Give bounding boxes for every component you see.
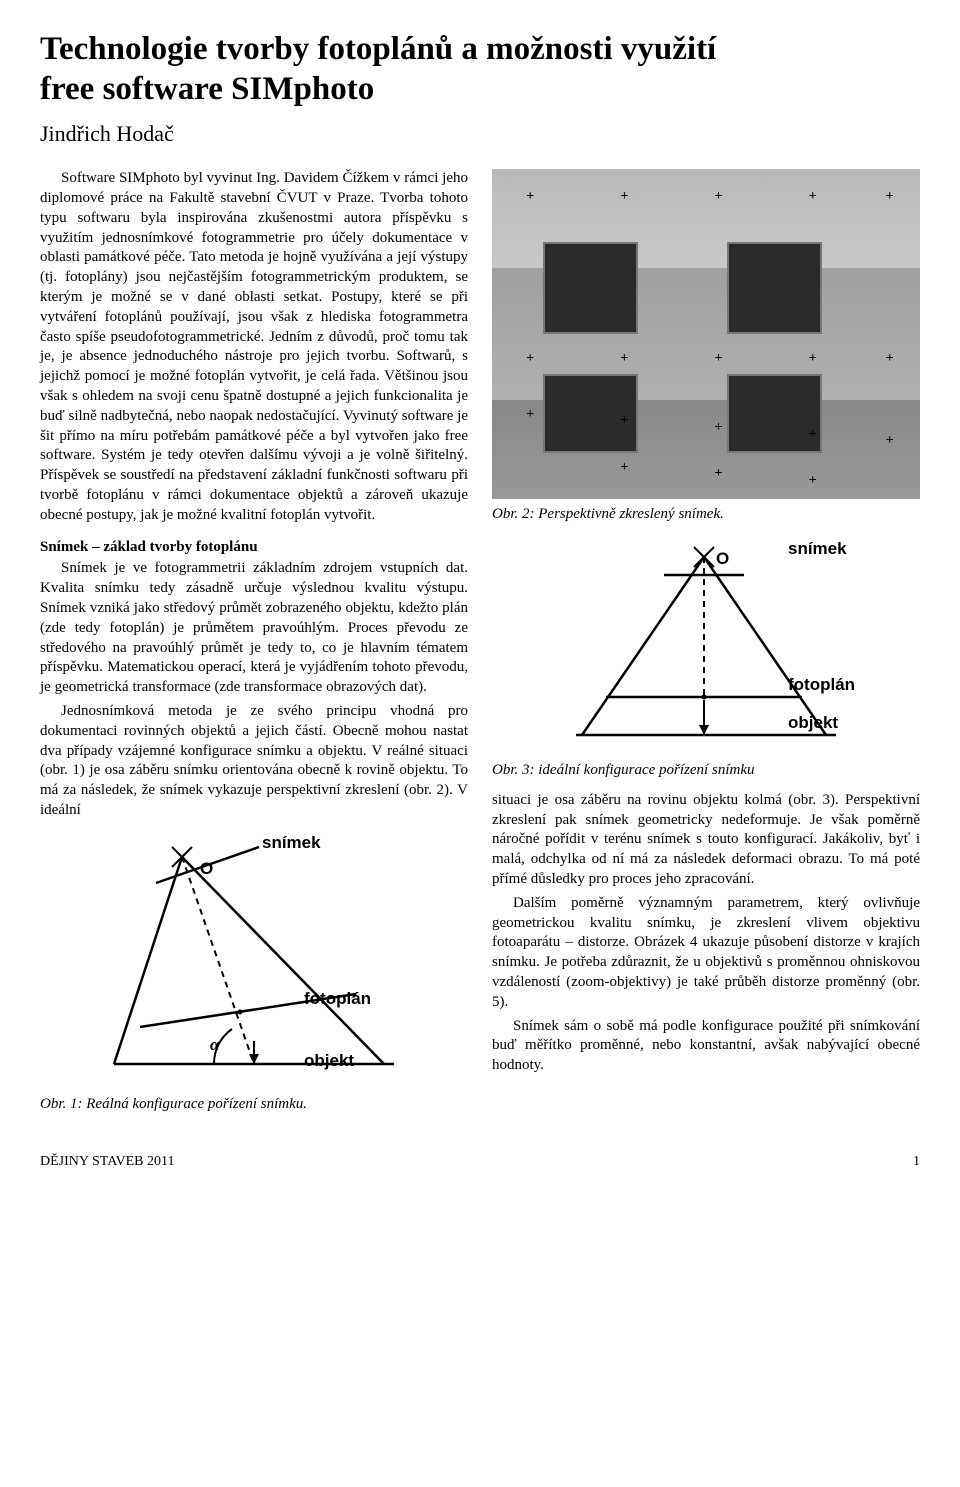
title-line1: Technologie tvorby fotoplánů a možnosti … — [40, 31, 716, 67]
paragraph: Snímek je ve fotogrammetrii základním zd… — [40, 559, 468, 698]
footer-page-number: 1 — [913, 1154, 920, 1170]
paragraph: situaci je osa záběru na rovinu objektu … — [492, 791, 920, 890]
paragraph: Dalším poměrně významným parametrem, kte… — [492, 894, 920, 1013]
label-fotoplan: fotoplán — [788, 675, 855, 695]
figure-1-caption: Obr. 1: Reálná konfigurace pořízení sním… — [40, 1095, 468, 1115]
label-O: O — [716, 549, 729, 569]
footer-left: DĚJINY STAVEB 2011 — [40, 1154, 174, 1170]
figure-2-caption: Obr. 2: Perspektivně zkreslený snímek. — [492, 505, 920, 525]
label-objekt: objekt — [304, 1051, 354, 1071]
author: Jindřich Hodač — [40, 121, 920, 147]
left-column: Software SIMphoto byl vyvinut Ing. David… — [40, 169, 468, 1124]
paragraph: Software SIMphoto byl vyvinut Ing. David… — [40, 169, 468, 525]
label-alpha: α — [210, 1035, 219, 1055]
label-objekt: objekt — [788, 713, 838, 733]
paragraph: Snímek sám o sobě má podle konfigurace p… — [492, 1017, 920, 1076]
label-O: O — [200, 859, 213, 879]
section-heading: Snímek – základ tvorby fotoplánu — [40, 538, 468, 558]
figure-3-caption: Obr. 3: ideální konfigurace pořízení sní… — [492, 761, 920, 781]
right-column: + + + + + + + + + + + + + + + + + + Obr.… — [492, 169, 920, 1124]
page-title: Technologie tvorby fotoplánů a možnosti … — [40, 30, 920, 109]
figure-3-diagram: O snímek fotoplán objekt — [556, 535, 856, 755]
page-footer: DĚJINY STAVEB 2011 1 — [40, 1154, 920, 1170]
title-line2: free software SIMphoto — [40, 71, 374, 107]
two-column-layout: Software SIMphoto byl vyvinut Ing. David… — [40, 169, 920, 1124]
figure-1-diagram: O snímek fotoplán objekt α — [104, 829, 404, 1089]
label-snimek: snímek — [262, 833, 321, 853]
label-fotoplan: fotoplán — [304, 989, 371, 1009]
paragraph: Jednosnímková metoda je ze svého princip… — [40, 702, 468, 821]
label-snimek: snímek — [788, 539, 847, 559]
figure-2-photo: + + + + + + + + + + + + + + + + + + — [492, 169, 920, 499]
